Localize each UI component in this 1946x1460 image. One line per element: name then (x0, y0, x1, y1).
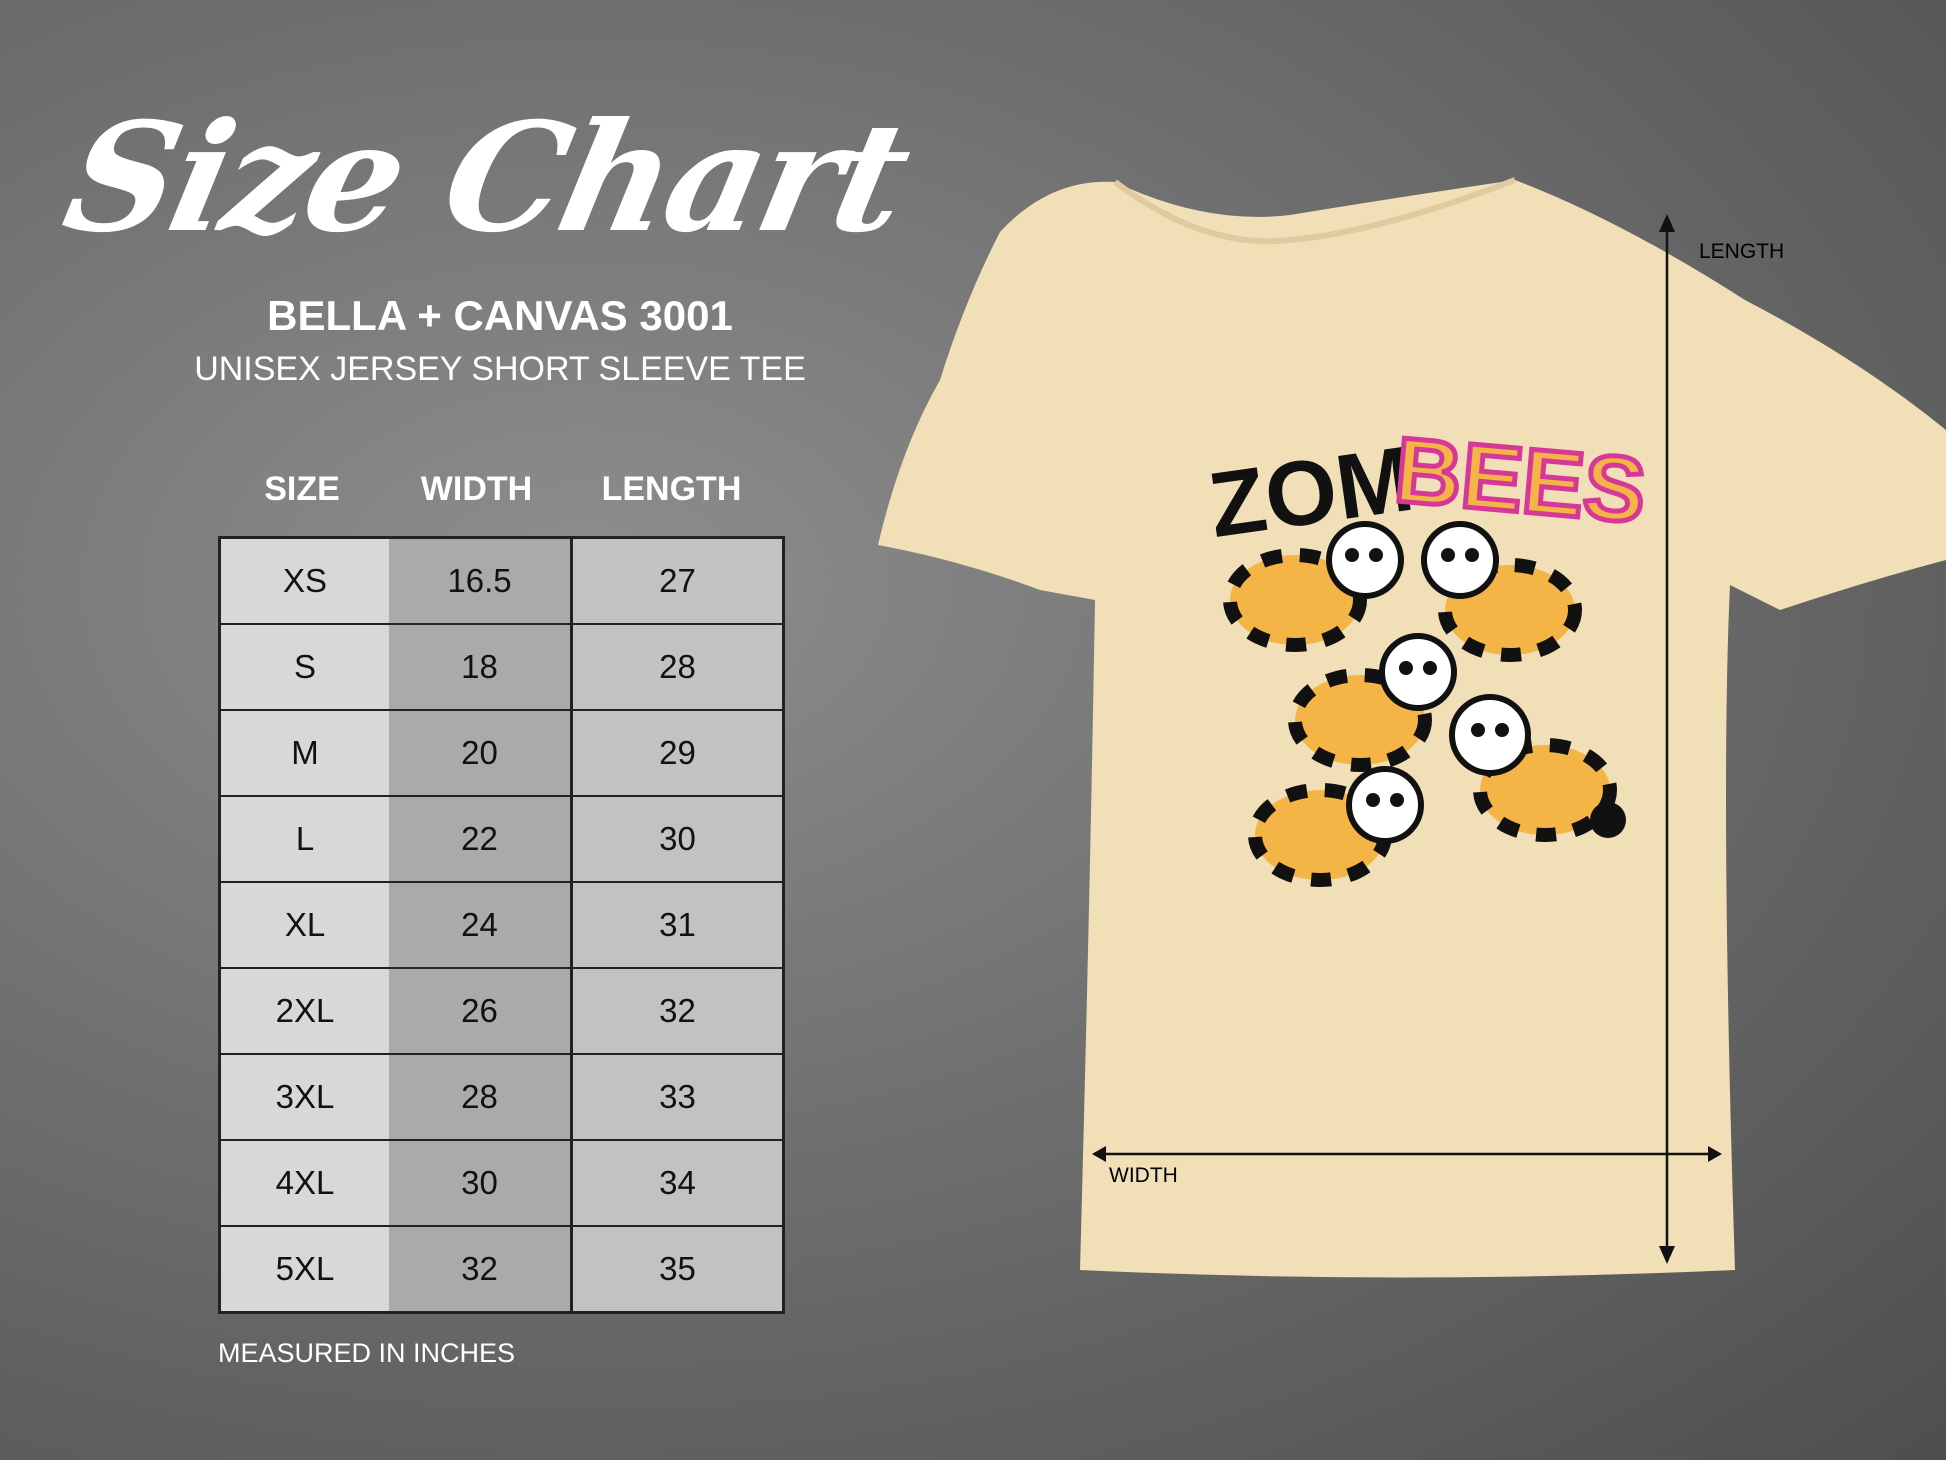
brand-model: BELLA + CANVAS 3001 (267, 292, 733, 339)
length-cell: 28 (570, 623, 784, 710)
table-row: 2XL 26 32 (219, 967, 784, 1054)
width-cell: 26 (389, 967, 572, 1054)
size-cell: XS (219, 536, 389, 624)
length-cell: 31 (570, 881, 784, 968)
width-cell: 20 (389, 709, 572, 796)
length-cell: 32 (570, 967, 784, 1054)
size-cell: L (219, 795, 389, 882)
size-cell: 4XL (219, 1139, 389, 1226)
length-cell: 30 (570, 795, 784, 882)
todd-art-logo (1590, 802, 1626, 838)
header-size: SIZE (264, 470, 340, 508)
length-cell: 34 (570, 1139, 784, 1226)
measurement-note: MEASURED IN INCHES (218, 1338, 516, 1368)
width-cell: 28 (389, 1053, 572, 1140)
size-cell: S (219, 623, 389, 710)
width-cell: 24 (389, 881, 572, 968)
graphic-text-bees: BEES (1391, 419, 1649, 542)
table-row: 5XL 32 35 (219, 1225, 784, 1313)
zombie-bees-artwork (1223, 521, 1617, 887)
length-cell: 29 (570, 709, 784, 796)
length-cell: 27 (570, 536, 784, 624)
size-cell: 3XL (219, 1053, 389, 1140)
bee-5 (1248, 766, 1424, 887)
table-row: XS 16.5 27 (219, 536, 784, 624)
table-row: M 20 29 (219, 709, 784, 796)
length-cell: 33 (570, 1053, 784, 1140)
bee-4 (1449, 694, 1617, 842)
size-cell: 2XL (219, 967, 389, 1054)
table-row: S 18 28 (219, 623, 784, 710)
length-cell: 35 (570, 1225, 784, 1313)
size-cell: 5XL (219, 1225, 389, 1313)
width-arrow (1092, 1146, 1722, 1162)
bee-1 (1223, 521, 1404, 652)
table-row: XL 24 31 (219, 881, 784, 968)
width-label: WIDTH (1109, 1164, 1178, 1187)
bee-3 (1288, 633, 1457, 772)
bee-2 (1421, 521, 1582, 662)
width-cell: 32 (389, 1225, 572, 1313)
width-cell: 30 (389, 1139, 572, 1226)
table-row: 3XL 28 33 (219, 1053, 784, 1140)
header-length: LENGTH (601, 470, 742, 508)
product-subtitle: UNISEX JERSEY SHORT SLEEVE TEE (194, 350, 806, 388)
width-cell: 18 (389, 623, 572, 710)
header-width: WIDTH (420, 470, 533, 508)
width-cell: 16.5 (389, 536, 572, 624)
size-table: XS 16.5 27 S 18 28 M 20 29 L 22 30 XL 24 31 2XL 26 32 3XL 2… (218, 536, 785, 1314)
table-row: 4XL 30 34 (219, 1139, 784, 1226)
width-cell: 22 (389, 795, 572, 882)
table-row: L 22 30 (219, 795, 784, 882)
length-arrow (1659, 214, 1675, 1264)
size-cell: M (219, 709, 389, 796)
size-cell: XL (219, 881, 389, 968)
length-label: LENGTH (1699, 240, 1784, 263)
